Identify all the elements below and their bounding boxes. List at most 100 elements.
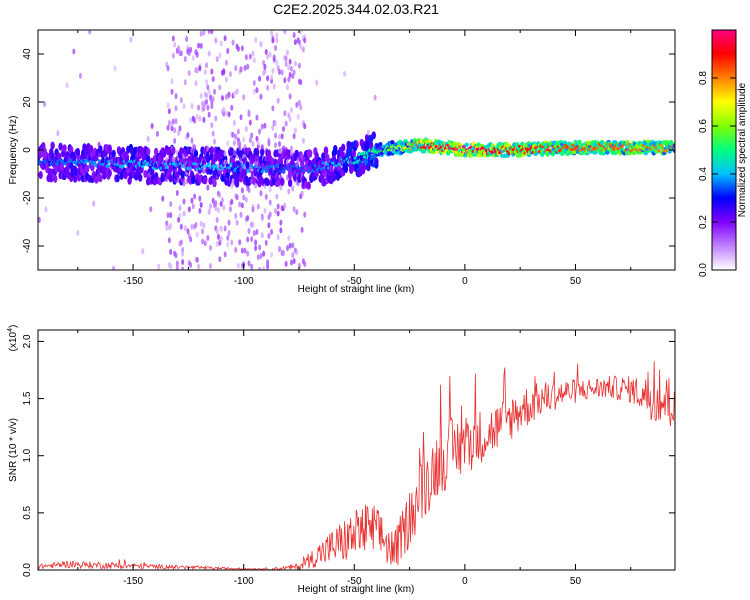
spectrogram-cell xyxy=(145,154,151,163)
spectrogram-cell xyxy=(223,251,227,258)
spectrogram-cell xyxy=(211,76,215,83)
spectrogram-cell xyxy=(209,152,215,161)
snr-x-label: Height of straight line (km) xyxy=(298,584,415,595)
spectrogram-cell xyxy=(44,206,48,213)
y-tick-label: 2.0 xyxy=(22,334,33,348)
spectrogram-cell xyxy=(218,256,222,263)
spectrogram-cell xyxy=(43,101,47,108)
spectrogram-cell xyxy=(284,120,288,127)
spectrogram-cell xyxy=(260,169,264,174)
spectrogram-cell xyxy=(203,240,207,247)
spectrogram-cell xyxy=(174,93,178,100)
x-tick-label: -100 xyxy=(234,276,254,287)
spectrogram-cell xyxy=(254,182,258,189)
spectrogram-cell xyxy=(240,187,244,194)
spectrogram-cell xyxy=(586,140,591,146)
spectrogram-cell xyxy=(276,178,281,187)
spectrogram-cell xyxy=(271,67,275,74)
spectrogram-cell xyxy=(179,97,183,104)
spectrogram-cell xyxy=(166,102,170,109)
spectrogram-cell xyxy=(271,37,275,44)
spectrogram-cell xyxy=(244,196,248,203)
spectrogram-cell xyxy=(299,104,303,111)
spectrogram-cell xyxy=(282,250,286,257)
figure-title: C2E2.2025.344.02.03.R21 xyxy=(273,1,439,17)
spectrogram-cell xyxy=(255,229,259,236)
spectrogram-cell xyxy=(354,140,359,149)
spectrogram-cell xyxy=(248,137,252,144)
spectrogram-cell xyxy=(371,131,376,140)
spectrogram-cell xyxy=(250,263,254,270)
spectrogram-cell xyxy=(167,237,171,244)
spectrogram-cell xyxy=(270,251,274,258)
spectrogram-cell xyxy=(546,148,550,152)
spectrogram-cell xyxy=(141,248,145,255)
y-tick-label: -40 xyxy=(22,238,33,253)
spectrogram-cell xyxy=(218,52,222,59)
snr-y-label: SNR (10 * v/v) xyxy=(8,418,19,482)
spectrogram-cell xyxy=(285,84,289,91)
spectrogram-cell xyxy=(390,140,395,145)
spectrogram-cell xyxy=(272,83,276,90)
spectrogram-cell xyxy=(275,37,279,44)
spectrogram-cell xyxy=(159,155,164,164)
colorbar-ticks: 0.0 0.2 0.4 0.6 0.8 xyxy=(698,71,736,277)
spectrogram-cell xyxy=(268,186,272,193)
spectrogram-cell xyxy=(224,110,228,117)
spectrogram-panel: -150 -100 -50 0 50 -40 -20 0 20 40 Height of str… xyxy=(8,29,676,295)
spectrogram-y-ticks: -40 -20 0 20 40 xyxy=(22,48,675,253)
spectrogram-cell xyxy=(251,50,255,57)
spectrogram-cell xyxy=(252,57,256,64)
spectrogram-cell xyxy=(214,115,218,122)
spectrogram-cell xyxy=(38,171,43,180)
spectrogram-cell xyxy=(288,242,292,249)
spectrogram-cell xyxy=(173,127,177,134)
spectrogram-cell xyxy=(524,147,528,151)
spectrogram-cell xyxy=(236,262,240,269)
spectrogram-cell xyxy=(266,259,270,266)
spectrogram-cell xyxy=(194,80,198,87)
spectrogram-cell xyxy=(251,206,255,213)
spectrogram-cell xyxy=(287,178,293,187)
spectrogram-cell xyxy=(599,140,605,146)
spectrogram-cell xyxy=(226,47,230,54)
spectrogram-cell xyxy=(102,171,107,180)
spectrogram-cell xyxy=(190,197,194,204)
spectrogram-cell xyxy=(179,239,183,246)
spectrogram-cell xyxy=(111,149,116,158)
spectrogram-cell xyxy=(209,94,213,101)
spectrogram-cell xyxy=(143,170,148,179)
spectrogram-cell xyxy=(232,120,236,127)
spectrogram-cell xyxy=(146,135,150,142)
spectrogram-cell xyxy=(366,129,370,136)
spectrogram-cell xyxy=(248,119,252,126)
spectrogram-cell xyxy=(252,79,256,86)
y-tick-label: 40 xyxy=(22,48,33,60)
spectrogram-cell xyxy=(343,70,347,77)
spectrogram-y-label: Frequency (Hz) xyxy=(8,116,19,185)
spectrogram-cell xyxy=(291,242,295,249)
spectrogram-cell xyxy=(260,232,264,239)
spectrogram-cell xyxy=(224,76,228,83)
spectrogram-cell xyxy=(276,203,280,210)
spectrogram-cell xyxy=(187,206,191,213)
spectrogram-cell xyxy=(288,116,292,123)
spectrogram-cell xyxy=(205,79,209,86)
spectrogram-cell xyxy=(284,55,288,62)
spectrogram-cell xyxy=(283,110,287,117)
spectrogram-cell xyxy=(362,155,367,159)
spectrogram-cell xyxy=(205,62,209,69)
x-tick-label: -50 xyxy=(347,276,362,287)
spectrogram-cell xyxy=(199,201,203,208)
spectrogram-cell xyxy=(287,64,291,71)
spectrogram-cell xyxy=(189,116,193,123)
spectrogram-cell xyxy=(211,197,215,204)
spectrogram-cell xyxy=(206,184,210,191)
spectrogram-cell xyxy=(195,231,199,238)
spectrogram-cell xyxy=(315,79,319,86)
spectrogram-cell xyxy=(654,149,659,154)
spectrogram-cell xyxy=(276,210,280,217)
spectrogram-cell xyxy=(260,147,265,156)
spectrogram-cell xyxy=(266,75,270,82)
spectrogram-cell xyxy=(254,36,258,43)
